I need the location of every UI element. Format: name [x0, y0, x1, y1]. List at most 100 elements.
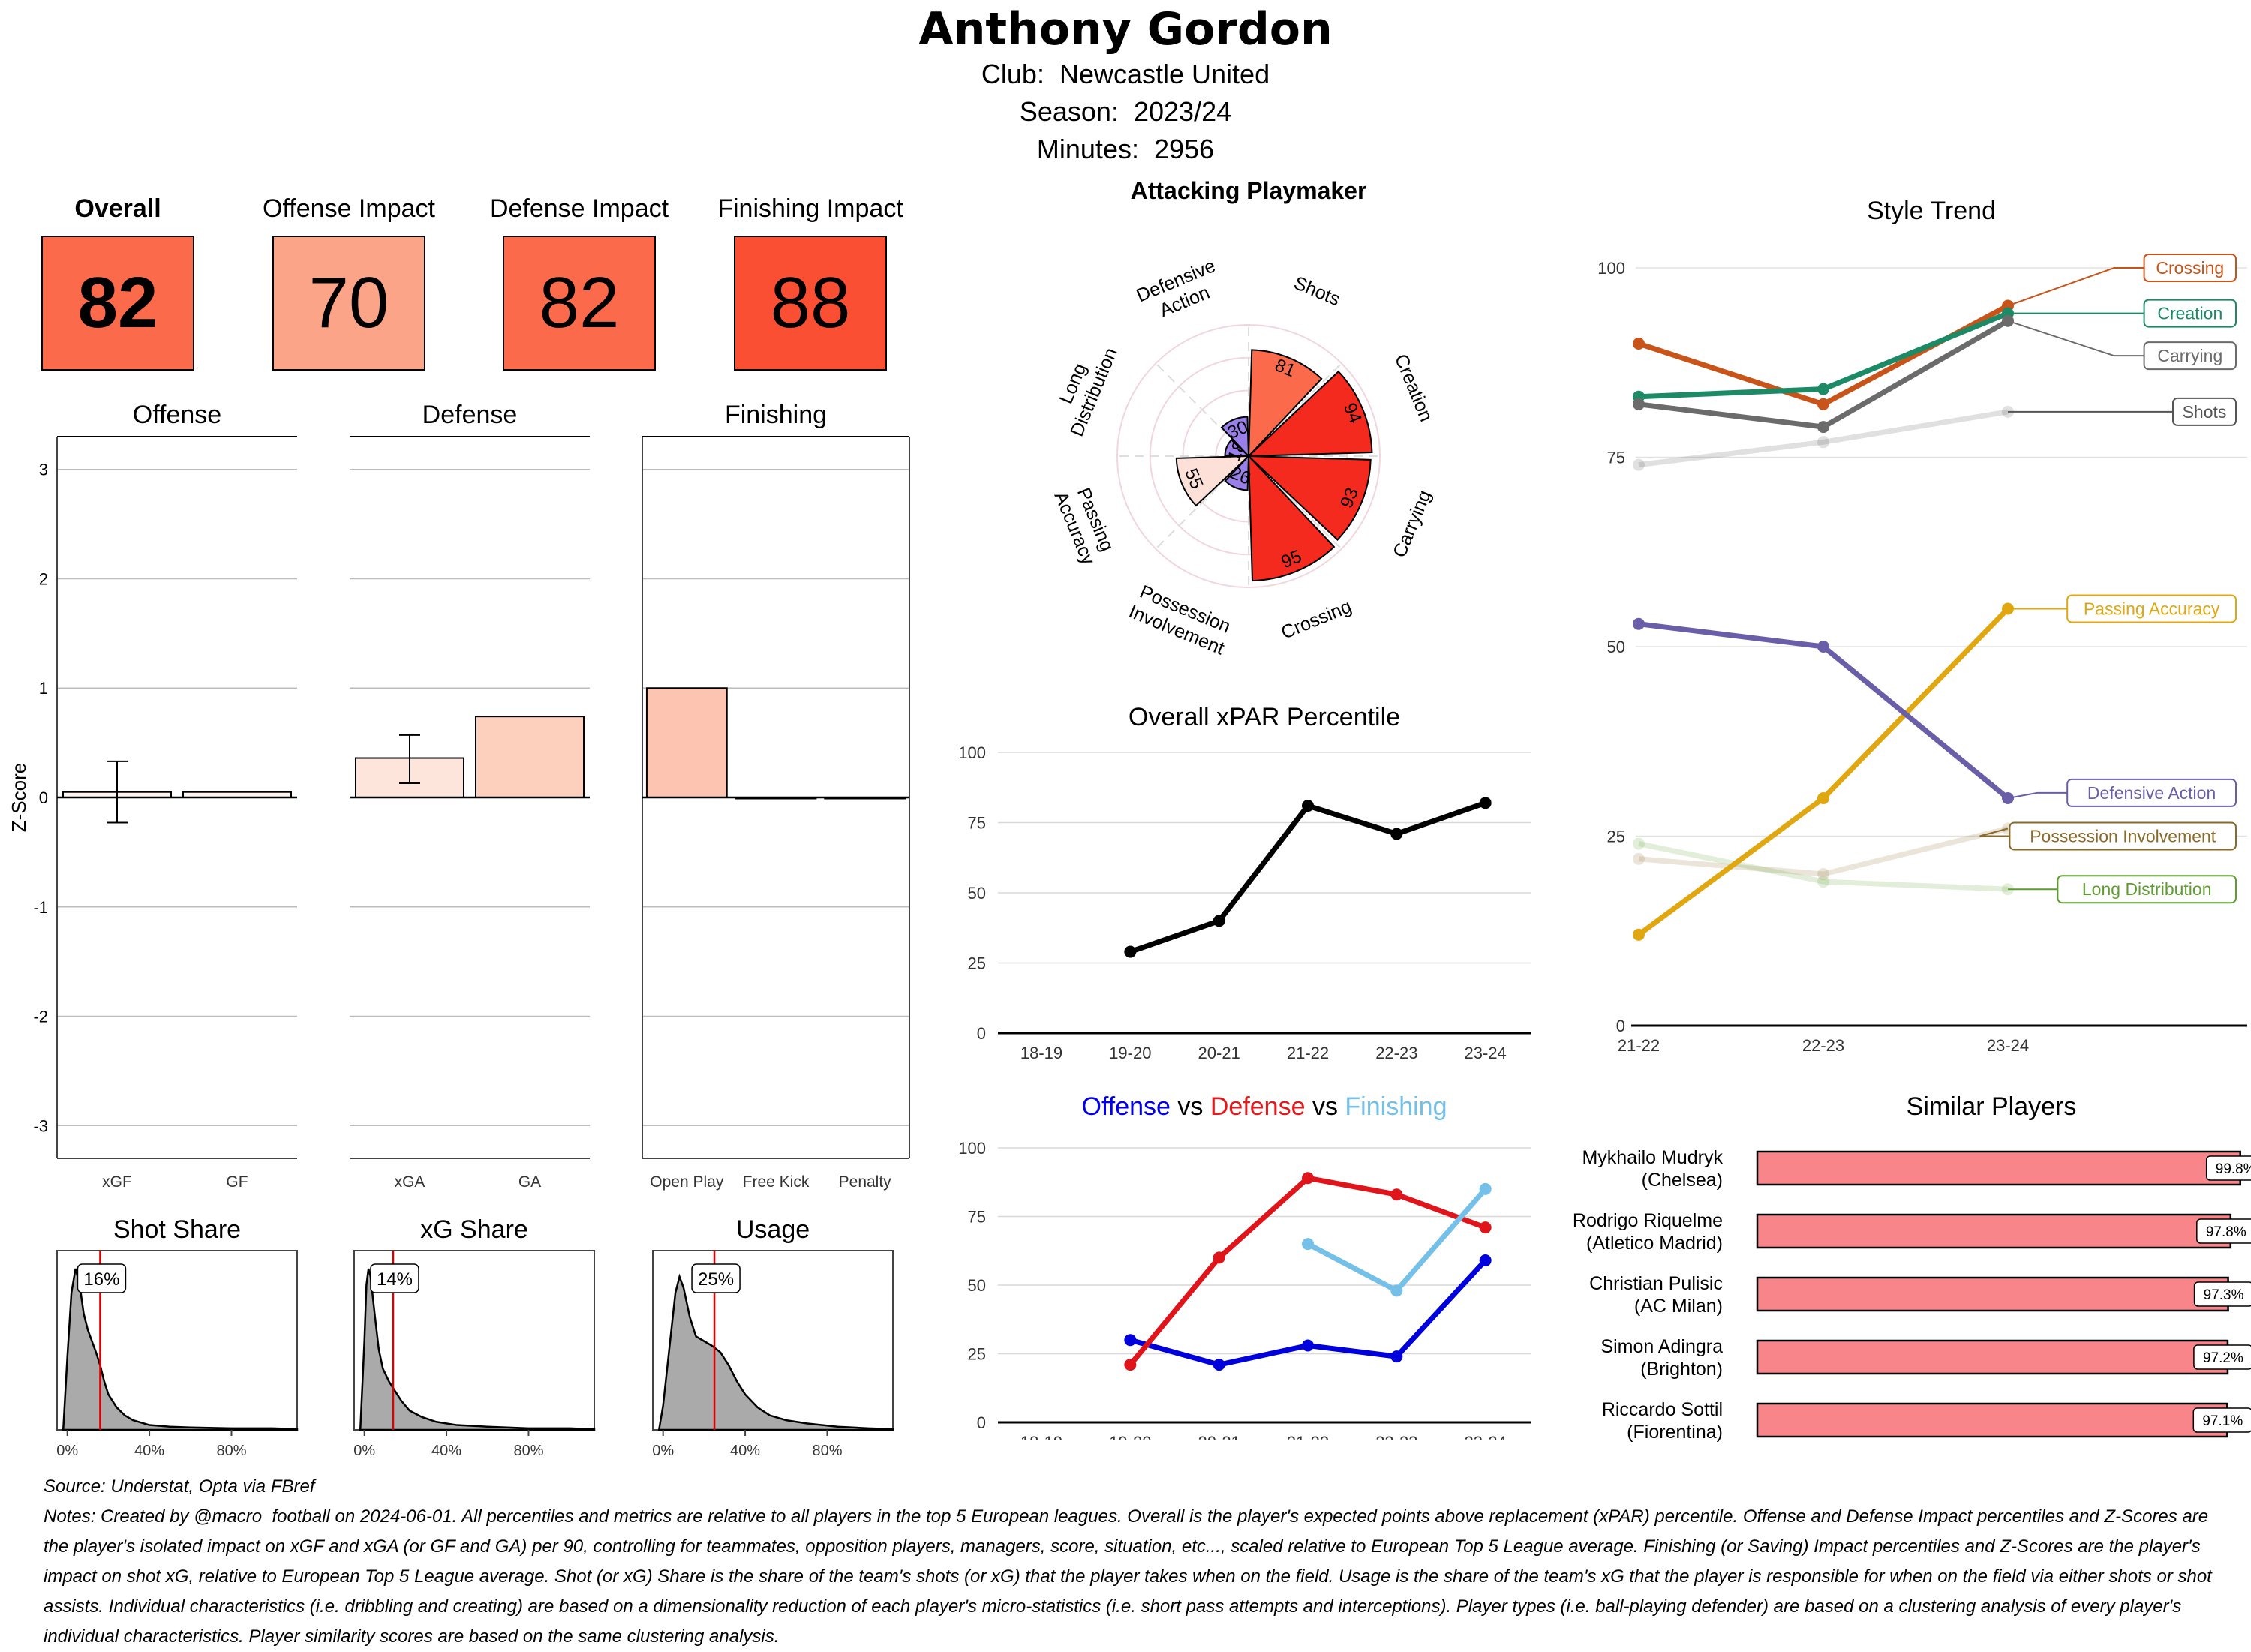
y-tick-label: 0 — [1616, 1017, 1625, 1035]
club-line: Club: Newcastle United — [0, 56, 2251, 93]
radar-wedge — [1175, 455, 1251, 507]
x-tick-label: 0% — [652, 1443, 674, 1459]
share-title: Usage — [736, 1215, 810, 1244]
similarity-label: 97.8% — [2206, 1224, 2246, 1240]
y-tick-label: 50 — [968, 884, 986, 903]
series-point — [1479, 797, 1492, 809]
defense-impact-title: Defense Impact — [489, 194, 669, 223]
ovd-title-part: Defense — [1203, 1092, 1305, 1121]
share-panel: Shot Share 16% 0% 40% 80% — [56, 1215, 299, 1459]
season-value: 2023/24 — [1133, 96, 1232, 127]
style-series-label: Carrying — [2157, 346, 2222, 365]
style-series-point — [1633, 338, 1645, 350]
similarity-bar — [1756, 1402, 2228, 1438]
value-label-box — [691, 1263, 741, 1293]
x-tick-label: xGF — [102, 1173, 132, 1191]
z-tick-label: -3 — [33, 1116, 48, 1135]
style-label-box — [2143, 341, 2237, 371]
x-tick-label: 20-21 — [1198, 1044, 1240, 1062]
footer: Source: Understat, Opta via FBref Notes:… — [44, 1472, 2234, 1652]
similar-player-club: (Atletico Madrid) — [1586, 1233, 1723, 1254]
series-point — [1124, 1334, 1137, 1347]
series-point — [1479, 1182, 1492, 1195]
style-label-box — [2172, 397, 2237, 426]
radar-category-label: LongDistribution — [1045, 336, 1121, 440]
defense-impact-box: Defense Impact 82 — [489, 192, 669, 371]
club-value: Newcastle United — [1059, 59, 1270, 89]
style-series-point — [1817, 641, 1829, 653]
density-area — [657, 1273, 894, 1431]
source-note: Source: Understat, Opta via FBref — [44, 1476, 315, 1497]
style-label-box — [2066, 778, 2237, 807]
series-line — [1128, 1175, 1486, 1367]
z-tick-label: 1 — [39, 679, 48, 698]
similar-player-name: Riccardo Sottil — [1602, 1399, 1723, 1420]
similar-player-club: (AC Milan) — [1634, 1296, 1723, 1317]
similar-player-name: Rodrigo Riquelme — [1573, 1210, 1723, 1231]
similar-player-name: Simon Adingra — [1600, 1336, 1723, 1357]
style-series-point — [1633, 837, 1645, 850]
z-axis-label: Z-Score — [8, 763, 30, 832]
series-point — [1390, 1350, 1403, 1363]
player-name: Anthony Gordon — [918, 3, 1333, 56]
x-tick-label: 21-22 — [1287, 1044, 1329, 1062]
club-label: Club: — [981, 59, 1044, 89]
x-tick-label: GF — [226, 1173, 248, 1191]
panel-offense: Offense xGF GF — [56, 401, 297, 1191]
style-label-box — [2057, 875, 2237, 904]
series-point — [1479, 1221, 1492, 1234]
offense-impact-value: 70 — [272, 236, 425, 371]
share-panel: Usage 25% 0% 40% 80% — [652, 1215, 894, 1459]
finishing-impact-value: 88 — [734, 236, 887, 371]
radar-wedge — [1246, 370, 1373, 458]
x-tick-label: xGA — [395, 1173, 425, 1191]
finishing-impact-box: Finishing Impact 88 — [713, 192, 908, 371]
x-tick-label: 80% — [216, 1443, 246, 1459]
ovd-title-part: vs — [1171, 1092, 1203, 1121]
radar-category-label: DefensiveAction — [1133, 255, 1227, 327]
style-series-point — [1633, 617, 1645, 630]
panel-title: Finishing — [725, 401, 827, 429]
style-label-connector — [2007, 320, 2144, 357]
similarity-bar — [1756, 1339, 2229, 1375]
style-series-point — [1633, 398, 1645, 410]
y-tick-label: 75 — [1607, 449, 1625, 467]
x-tick-label: 80% — [513, 1443, 543, 1459]
series-point — [1302, 800, 1314, 812]
ovd-title: Offense vs Defense vs Finishing — [1082, 1092, 1447, 1121]
style-series-line — [1638, 409, 2009, 468]
minutes-line: Minutes: 2956 — [0, 131, 2251, 168]
radar-wedge — [1220, 416, 1250, 458]
similarity-label-box — [2205, 1155, 2251, 1181]
similar-player-club: (Chelsea) — [1642, 1170, 1723, 1191]
style-series-label: Crossing — [2156, 258, 2224, 278]
x-tick-label: 0% — [353, 1443, 375, 1459]
radar-category-label: Shots — [1291, 272, 1343, 310]
xpar-percentile-chart: Overall xPAR Percentile 0 25 50 75 100 18-19 19… — [958, 703, 1531, 1062]
x-tick-label: 0% — [56, 1443, 78, 1459]
offense-impact-title: Offense Impact — [263, 194, 435, 223]
y-tick-label: 50 — [1607, 638, 1625, 656]
x-tick-label: 21-22 — [1287, 1433, 1329, 1440]
similarity-label-box — [2196, 1218, 2251, 1244]
overall-value: 82 — [41, 236, 194, 371]
ovd-title-part: Offense — [1082, 1092, 1171, 1121]
panel-title: Offense — [133, 401, 221, 429]
similarity-label: 97.1% — [2202, 1413, 2243, 1429]
density-area — [359, 1268, 596, 1431]
ovd-title-part: Finishing — [1338, 1092, 1447, 1121]
y-tick-label: 0 — [977, 1024, 986, 1043]
series-line — [1129, 800, 1486, 954]
style-label-connector — [2007, 791, 2068, 799]
style-series-point — [1817, 868, 1829, 880]
radar-wedge — [1246, 455, 1372, 541]
similarity-label: 97.2% — [2203, 1350, 2243, 1366]
series-point — [1390, 1188, 1403, 1201]
finishing-impact-title: Finishing Impact — [717, 194, 903, 223]
x-tick-label: 19-20 — [1109, 1433, 1151, 1440]
x-tick-label: 40% — [730, 1443, 760, 1459]
style-label-connector — [1979, 828, 2010, 837]
style-series-point — [1817, 383, 1829, 395]
style-series-point — [1633, 928, 1645, 941]
